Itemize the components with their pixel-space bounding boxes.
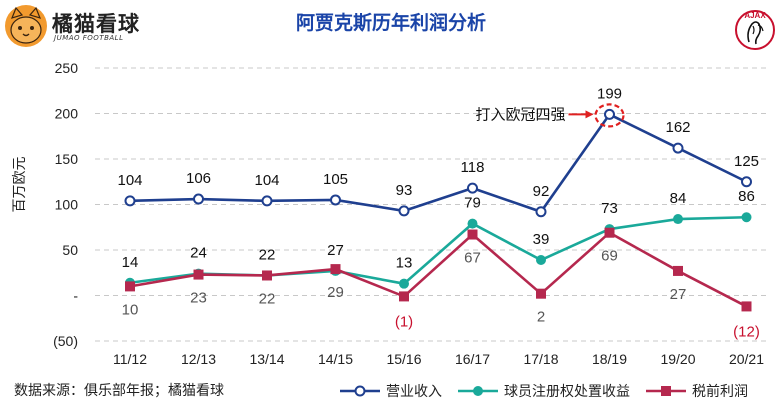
data-label: 13 [396, 255, 413, 272]
data-point [673, 265, 683, 276]
x-tick-label: 13/14 [249, 351, 284, 367]
y-tick-label: 200 [55, 106, 79, 122]
data-label: 104 [117, 172, 142, 189]
data-point [536, 255, 546, 266]
data-label: 2 [537, 309, 545, 326]
x-tick-label: 19/20 [660, 351, 695, 367]
data-point [125, 281, 135, 292]
data-point [261, 195, 273, 207]
y-axis-label: 百万欧元 [12, 157, 28, 213]
data-point [124, 195, 136, 207]
y-tick-label: 100 [55, 197, 79, 213]
x-tick-label: 15/16 [386, 351, 421, 367]
data-label: (1) [395, 313, 413, 330]
data-label: 84 [670, 190, 687, 207]
x-tick-label: 11/12 [113, 351, 147, 367]
annotation-arrowhead [585, 110, 594, 119]
ajax-crest-text: AJAX [744, 11, 766, 20]
data-point [467, 182, 478, 194]
data-point [330, 264, 341, 275]
y-tick-label: (50) [53, 333, 78, 349]
ajax-crest-icon: AJAX [735, 10, 775, 50]
data-label: 93 [396, 182, 413, 199]
data-label: 27 [327, 242, 344, 259]
cat-face-icon [5, 5, 47, 47]
data-label: 104 [254, 172, 279, 189]
source-note: 数据来源：俱乐部年报；橘猫看球 [14, 383, 224, 399]
data-label: (12) [733, 323, 760, 340]
data-point [398, 205, 410, 217]
y-tick-label: 50 [62, 242, 78, 258]
x-tick-label: 16/17 [455, 351, 490, 367]
series-line [129, 231, 748, 308]
data-label: 69 [601, 248, 618, 265]
data-label: 106 [186, 170, 211, 187]
legend-marker [646, 386, 686, 396]
data-label: 27 [670, 286, 687, 303]
data-label: 162 [665, 119, 690, 136]
data-point [262, 270, 272, 281]
data-label: 22 [259, 290, 276, 307]
data-label: 105 [323, 171, 348, 188]
data-point [193, 269, 204, 280]
brand-name: 橘猫看球 [52, 12, 140, 36]
data-point [467, 218, 478, 229]
legend: 营业收入 球员注册权处置收益 税前利润 [340, 380, 764, 402]
data-point [741, 301, 752, 312]
data-label: 86 [738, 188, 755, 205]
legend-marker [458, 386, 498, 396]
y-tick-label: - [73, 288, 78, 304]
series-line [129, 112, 748, 214]
data-point [467, 229, 478, 240]
highlight-circle [594, 103, 625, 128]
x-tick-label: 14/15 [318, 351, 353, 367]
data-point [604, 108, 615, 120]
y-tick-label: 250 [55, 60, 79, 76]
legend-label: 球员注册权处置收益 [504, 384, 630, 400]
data-point [673, 214, 683, 225]
x-tick-label: 20/21 [729, 351, 764, 367]
data-point [536, 288, 546, 299]
data-label: 73 [601, 200, 618, 217]
brand-logo [4, 4, 154, 50]
x-tick-label: 17/18 [523, 351, 558, 367]
brand-subtitle: JUMAO FOOTBALL [54, 34, 124, 42]
x-tick-label: 12/13 [181, 351, 216, 367]
legend-item: 税前利润 [646, 381, 748, 401]
data-label: 10 [122, 301, 139, 318]
data-label: 199 [597, 85, 622, 102]
legend-item: 营业收入 [340, 381, 442, 401]
data-label: 92 [533, 183, 550, 200]
data-point [535, 206, 547, 218]
data-point [741, 212, 752, 223]
data-label: 23 [190, 290, 207, 307]
annotation-text: 打入欧冠四强 [475, 105, 565, 123]
legend-label: 营业收入 [386, 384, 442, 400]
data-point [741, 176, 752, 188]
legend-marker [340, 385, 380, 397]
data-label: 22 [259, 246, 276, 263]
data-point [330, 194, 341, 206]
data-point [604, 227, 615, 238]
legend-item: 球员注册权处置收益 [458, 381, 630, 401]
y-tick-label: 150 [55, 151, 79, 167]
data-label: 118 [461, 159, 485, 176]
data-label: 24 [190, 245, 207, 262]
data-point [672, 142, 684, 154]
data-label: 79 [464, 195, 481, 212]
chart-title: 阿贾克斯历年利润分析 [295, 12, 486, 34]
x-tick-label: 18/19 [592, 351, 627, 367]
data-point [399, 278, 409, 289]
legend-label: 税前利润 [692, 384, 748, 400]
data-label: 125 [734, 153, 759, 170]
data-label: 29 [327, 284, 344, 301]
data-label: 39 [533, 231, 550, 248]
data-label: 14 [122, 254, 139, 271]
data-point [399, 291, 409, 302]
data-point [193, 193, 204, 205]
data-label: 67 [464, 250, 481, 267]
